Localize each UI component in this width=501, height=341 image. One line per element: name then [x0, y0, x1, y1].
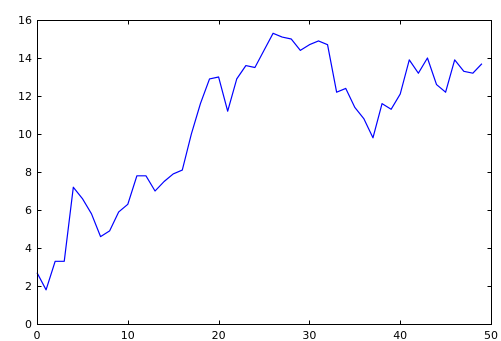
- y-tick-label: 0: [25, 318, 32, 331]
- x-tick-label: 30: [302, 329, 316, 341]
- x-tick-label: 40: [393, 329, 407, 341]
- y-tick-label: 16: [18, 14, 32, 27]
- plot-frame: [37, 20, 492, 325]
- x-tick-label: 20: [212, 329, 226, 341]
- label-layer: 0 10 20 30 40 50 0 2 4 6 8 10 12 14 16: [18, 14, 498, 341]
- tick-layer: [37, 20, 492, 325]
- series-layer: [36, 32, 483, 291]
- y-tick-label: 2: [25, 280, 32, 293]
- y-tick-label: 8: [25, 166, 32, 179]
- y-tick-label: 4: [25, 242, 32, 255]
- y-tick-label: 12: [18, 90, 32, 103]
- y-tick-label: 14: [18, 52, 32, 65]
- x-tick-label: 0: [34, 329, 41, 341]
- y-tick-label: 10: [18, 128, 32, 141]
- series-line-1: [36, 32, 483, 291]
- x-tick-label: 50: [484, 329, 498, 341]
- y-tick-label: 6: [25, 204, 32, 217]
- x-tick-label: 10: [121, 329, 135, 341]
